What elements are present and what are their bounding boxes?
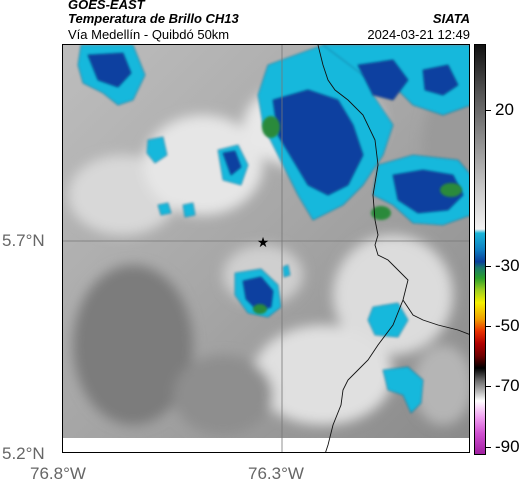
route-subtitle: Vía Medellín - Quibdó 50km: [68, 27, 230, 42]
satellite-title: GOES-EAST: [68, 0, 145, 12]
star-icon: ★: [257, 235, 270, 251]
colorbar-label-minus90: -90: [495, 437, 520, 456]
colorbar-label-minus70: -70: [495, 376, 520, 395]
satellite-map[interactable]: ★: [62, 44, 470, 453]
colorbar-label-minus50: -50: [495, 316, 520, 335]
agency-label: SIATA: [432, 11, 470, 26]
colorbar-label-minus30: -30: [495, 256, 520, 275]
lon-label-76-8: 76.8°W: [30, 464, 86, 483]
lon-label-76-3: 76.3°W: [248, 464, 304, 483]
lat-label-5-7: 5.7°N: [2, 231, 45, 250]
border-line: [317, 45, 469, 335]
datetime-label: 2024-03-21 12:49: [367, 27, 470, 42]
colorbar-label-20: 20: [495, 100, 514, 119]
product-title: Temperatura de Brillo CH13: [68, 11, 239, 26]
lat-label-5-2: 5.2°N: [2, 444, 45, 463]
brightness-temperature-field: ★: [63, 45, 469, 452]
coast-line: [325, 299, 404, 452]
temperature-colorbar: [474, 44, 486, 455]
